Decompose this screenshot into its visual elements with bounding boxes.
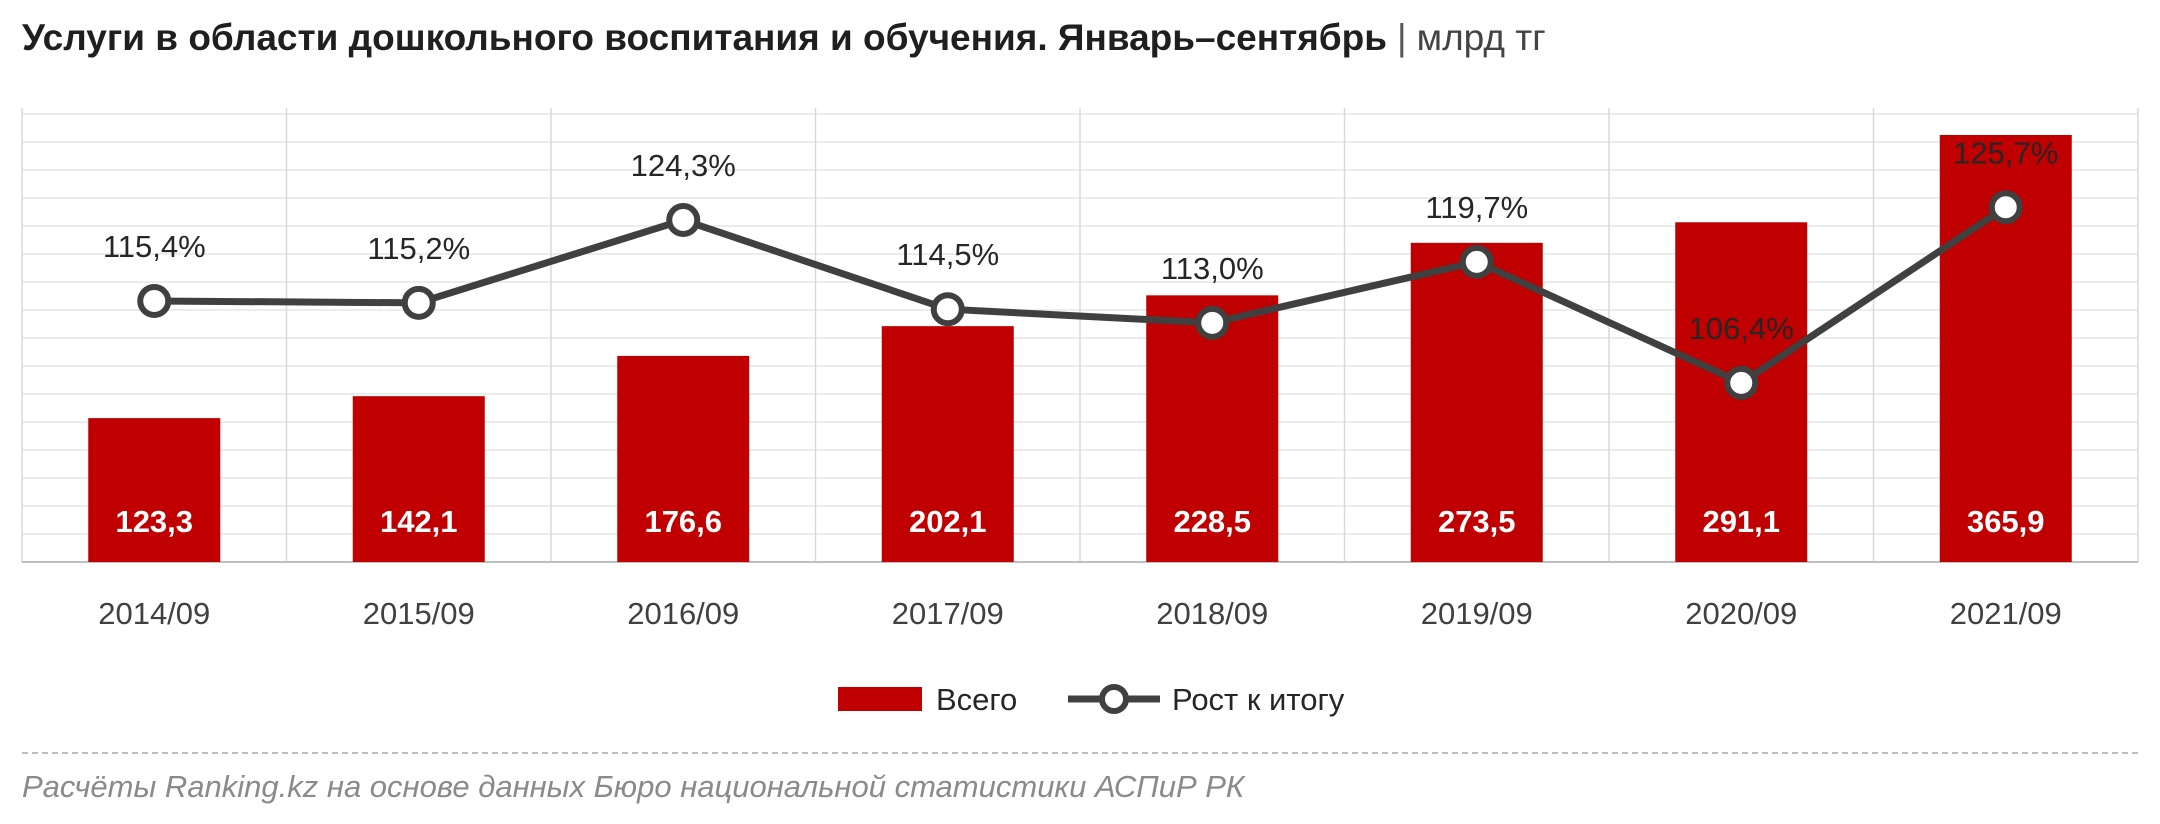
growth-label: 124,3%	[631, 148, 736, 183]
x-tick-label: 2015/09	[363, 596, 475, 631]
x-tick-label: 2019/09	[1421, 596, 1533, 631]
bar-value-label: 176,6	[644, 504, 722, 539]
growth-point	[666, 203, 701, 238]
growth-point	[1724, 365, 1759, 400]
chart-title-main: Услуги в области дошкольного воспитания …	[22, 17, 1387, 58]
bar-value-label: 142,1	[380, 504, 458, 539]
x-tick-label: 2017/09	[892, 596, 1004, 631]
bar	[352, 396, 485, 562]
growth-label: 113,0%	[1161, 251, 1264, 286]
legend-swatch-marker	[1099, 684, 1129, 714]
bar	[88, 418, 221, 562]
bar	[617, 355, 750, 562]
growth-label: 114,5%	[896, 237, 999, 272]
bar	[881, 326, 1014, 562]
growth-label: 106,4%	[1689, 311, 1794, 346]
bar-value-label: 273,5	[1438, 504, 1516, 539]
legend-label-line: Рост к итогу	[1172, 682, 1345, 717]
chart-title: Услуги в области дошкольного воспитания …	[22, 8, 1546, 68]
growth-point	[137, 284, 172, 318]
source-note: Расчёты Ranking.kz на основе данных Бюро…	[22, 769, 1245, 804]
legend-swatch-bar	[838, 687, 922, 711]
bar-value-label: 123,3	[115, 504, 193, 539]
legend-label-bar: Всего	[936, 682, 1017, 717]
bar	[1410, 242, 1543, 562]
growth-line	[154, 204, 2008, 387]
bar-value-label: 228,5	[1173, 504, 1251, 539]
growth-label: 119,7%	[1425, 190, 1528, 225]
bar-value-label: 202,1	[909, 504, 987, 539]
x-tick-label: 2021/09	[1950, 596, 2062, 631]
footer-divider	[22, 752, 2138, 754]
chart-area: 123,3 2014/09 142,1 2015/09 176,6 2016/09 202,…	[21, 108, 2139, 717]
bar-value-label: 291,1	[1702, 504, 1780, 539]
x-tick-label: 2020/09	[1685, 596, 1797, 631]
growth-label: 125,7%	[1953, 135, 2058, 170]
x-tick-label: 2018/09	[1156, 596, 1268, 631]
growth-point	[1459, 244, 1494, 279]
growth-point	[930, 292, 965, 327]
x-tick-label: 2014/09	[98, 596, 210, 631]
growth-point	[1195, 305, 1230, 340]
title-separator: |	[1397, 17, 1407, 58]
bar-value-label: 365,9	[1967, 504, 2045, 539]
growth-label: 115,4%	[103, 229, 206, 264]
growth-point	[1988, 190, 2023, 225]
x-tick-label: 2016/09	[627, 596, 739, 631]
growth-label: 115,2%	[367, 231, 470, 266]
growth-point	[401, 285, 436, 320]
chart-unit: млрд тг	[1416, 17, 1546, 58]
